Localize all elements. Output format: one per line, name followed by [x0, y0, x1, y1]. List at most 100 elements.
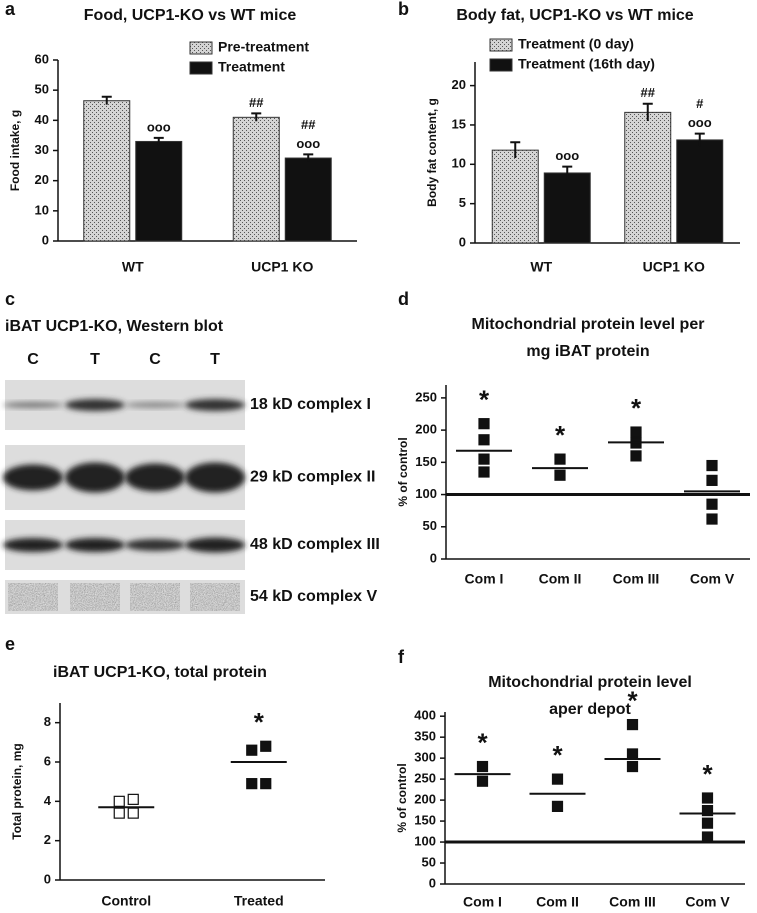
y-tick-label: 350: [414, 729, 436, 744]
bar-annotation: ##: [249, 95, 264, 110]
y-tick-label: 250: [414, 771, 436, 786]
blot-band: [125, 463, 185, 492]
y-tick-label: 0: [430, 550, 437, 565]
significance-mark: *: [702, 759, 713, 789]
data-point: [701, 792, 714, 804]
data-point: [127, 807, 139, 819]
data-point: [626, 748, 639, 760]
lane-label: T: [90, 351, 100, 368]
panel-label: f: [398, 647, 405, 667]
x-tick-label: Com II: [536, 894, 579, 910]
bar-annotation: ##: [641, 85, 656, 100]
y-tick-label: 8: [44, 714, 51, 729]
x-tick-label: Com III: [613, 571, 660, 587]
bar: [284, 157, 332, 242]
blot-band: [3, 464, 63, 491]
data-point: [554, 469, 566, 481]
data-point: [478, 453, 490, 465]
blot-band: [65, 538, 125, 552]
bar: [83, 100, 131, 242]
y-tick-label: 200: [415, 422, 437, 437]
legend-swatch: [189, 41, 213, 55]
y-tick-label: 10: [452, 156, 466, 171]
lane-label: C: [27, 351, 39, 368]
significance-mark: *: [254, 707, 265, 737]
x-tick-label: Com II: [539, 571, 582, 587]
chart-title: Mitochondrial protein level per: [472, 316, 705, 333]
legend-label: Treatment (0 day): [518, 36, 634, 52]
error-bar: [642, 102, 653, 122]
y-axis-label: Total protein, mg: [10, 743, 24, 839]
bar-annotation: ooo: [296, 136, 320, 151]
y-tick-label: 20: [452, 77, 466, 92]
y-tick-label: 15: [452, 116, 466, 131]
y-tick-label: 0: [459, 234, 466, 249]
bar-annotation: ooo: [147, 119, 171, 134]
data-point: [630, 450, 642, 462]
chart-title: iBAT UCP1-KO, total protein: [53, 664, 267, 681]
bar-annotation: #: [696, 96, 704, 111]
blot-band: [190, 583, 240, 611]
chart-title: Food, UCP1-KO vs WT mice: [84, 7, 297, 24]
blot-band: [3, 538, 63, 552]
data-point: [551, 773, 564, 785]
y-tick-label: 60: [35, 51, 49, 66]
data-point: [701, 804, 714, 817]
band-label: 54 kD complex V: [250, 588, 378, 605]
data-point: [554, 453, 566, 465]
data-point: [701, 817, 714, 829]
legend-swatch: [489, 38, 513, 52]
y-tick-label: 150: [415, 454, 437, 469]
data-point: [478, 466, 490, 478]
error-bar: [153, 136, 164, 146]
blot-band: [185, 399, 245, 411]
data-point: [476, 760, 489, 773]
y-tick-label: 5: [459, 195, 466, 210]
bar-annotation: ooo: [688, 115, 712, 130]
x-tick-label: UCP1 KO: [643, 259, 705, 275]
y-tick-label: 150: [414, 813, 436, 828]
y-tick-label: 400: [414, 708, 436, 723]
chart-title: mg iBAT protein: [526, 343, 649, 360]
error-bar: [510, 141, 521, 159]
legend-swatch: [489, 58, 513, 72]
significance-mark: *: [552, 740, 563, 770]
data-point: [260, 740, 272, 752]
data-point: [630, 426, 642, 438]
panel-label: b: [398, 0, 409, 19]
y-axis-label: % of control: [395, 763, 409, 832]
error-bar: [303, 153, 314, 162]
y-tick-label: 4: [44, 793, 52, 808]
bar: [491, 149, 539, 244]
lane-label: C: [149, 351, 161, 368]
blot-band: [8, 583, 58, 611]
bar-annotation: ooo: [555, 148, 579, 163]
significance-mark: *: [555, 420, 566, 450]
y-tick-label: 50: [423, 518, 437, 533]
x-tick-label: Treated: [234, 893, 284, 909]
y-tick-label: 50: [35, 82, 49, 97]
legend-label: Pre-treatment: [218, 39, 309, 55]
y-tick-label: 250: [415, 389, 437, 404]
error-bar: [251, 112, 262, 122]
data-point: [113, 807, 125, 819]
blot-band: [65, 462, 125, 493]
band-label: 48 kD complex III: [250, 536, 380, 553]
y-tick-label: 0: [44, 871, 51, 886]
y-axis-label: % of control: [396, 437, 410, 506]
x-tick-label: Com III: [609, 894, 656, 910]
x-tick-label: Com I: [465, 571, 504, 587]
bar: [624, 111, 672, 244]
band-label: 29 kD complex II: [250, 469, 375, 486]
y-tick-label: 2: [44, 832, 51, 847]
x-tick-label: Com V: [685, 894, 730, 910]
blot-band: [130, 583, 180, 611]
bar: [232, 116, 280, 242]
data-point: [478, 418, 490, 430]
error-bar: [562, 165, 573, 180]
legend-swatch: [189, 61, 213, 75]
bar-annotation: ##: [301, 117, 316, 132]
y-tick-label: 0: [42, 232, 49, 247]
panel-label: c: [5, 289, 15, 309]
